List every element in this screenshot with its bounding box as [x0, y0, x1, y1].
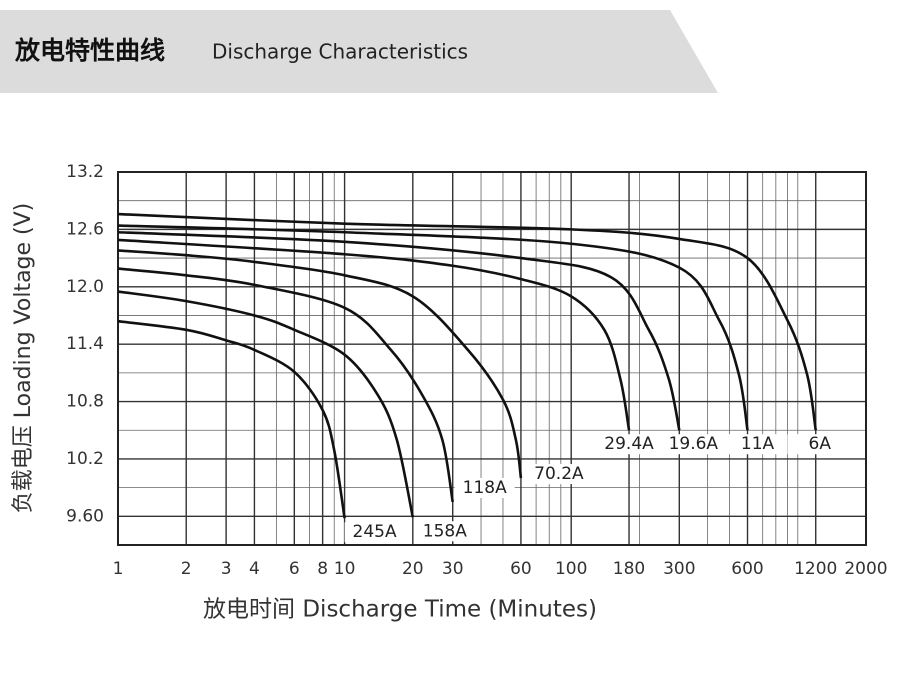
- y-tick-label: 13.2: [66, 162, 104, 182]
- label-bg: [727, 434, 788, 455]
- discharge-curve: [117, 212, 818, 431]
- y-tick-label: 9.60: [66, 506, 104, 526]
- curve-label: 245A: [353, 522, 397, 542]
- x-tick-label: 3: [221, 559, 232, 579]
- header-title: 放电特性曲线: [14, 36, 165, 65]
- x-tick-label: 1: [113, 559, 124, 579]
- label-bg: [663, 434, 724, 455]
- discharge-curve: [117, 230, 681, 431]
- label-bg: [454, 477, 515, 498]
- x-tick-label: 2: [181, 559, 192, 579]
- x-tick-label: 10: [334, 559, 356, 579]
- discharge-curve: [117, 238, 631, 431]
- x-tick-label: 6: [289, 559, 300, 579]
- label-bg: [789, 434, 850, 455]
- discharge-curve: [117, 267, 454, 503]
- x-tick-label: 8: [317, 559, 328, 579]
- plot-frame: [117, 171, 867, 546]
- curve-label: 158A: [423, 521, 467, 541]
- x-tick-label: 180: [613, 559, 645, 579]
- curve-label: 6A: [809, 434, 832, 454]
- discharge-curve: [117, 249, 523, 479]
- x-tick-label: 20: [402, 559, 424, 579]
- y-tick-label: 11.4: [66, 334, 104, 354]
- discharge-curve: [117, 224, 749, 431]
- x-tick-label: 100: [555, 559, 587, 579]
- y-axis-title: 负载电压 Loading Voltage (V): [11, 203, 36, 514]
- label-bg: [414, 521, 475, 542]
- label-bg: [599, 434, 660, 455]
- y-tick-label: 10.8: [66, 392, 104, 412]
- x-tick-label: 300: [663, 559, 695, 579]
- x-tick-label: 30: [442, 559, 464, 579]
- x-tick-label: 600: [731, 559, 763, 579]
- header-subtitle: Discharge Characteristics: [212, 40, 468, 64]
- y-tick-label: 10.2: [66, 449, 104, 469]
- curve-label: 29.4A: [604, 434, 654, 454]
- y-tick-label: 12.0: [66, 277, 104, 297]
- discharge-curve: [117, 319, 346, 519]
- curve-label: 11A: [741, 434, 775, 454]
- discharge-curve: [117, 290, 415, 518]
- x-tick-label: 60: [510, 559, 532, 579]
- x-tick-label: 4: [249, 559, 260, 579]
- header-banner: [0, 10, 718, 93]
- label-bg: [344, 522, 405, 543]
- y-tick-label: 12.6: [66, 219, 104, 239]
- curve-label: 118A: [463, 478, 507, 498]
- label-bg: [528, 464, 589, 485]
- x-tick-label: 1200: [794, 559, 837, 579]
- x-tick-label: 2000: [844, 559, 887, 579]
- x-axis-title: 放电时间 Discharge Time (Minutes): [203, 597, 597, 623]
- curve-label: 70.2A: [534, 464, 584, 484]
- curve-label: 19.6A: [669, 434, 719, 454]
